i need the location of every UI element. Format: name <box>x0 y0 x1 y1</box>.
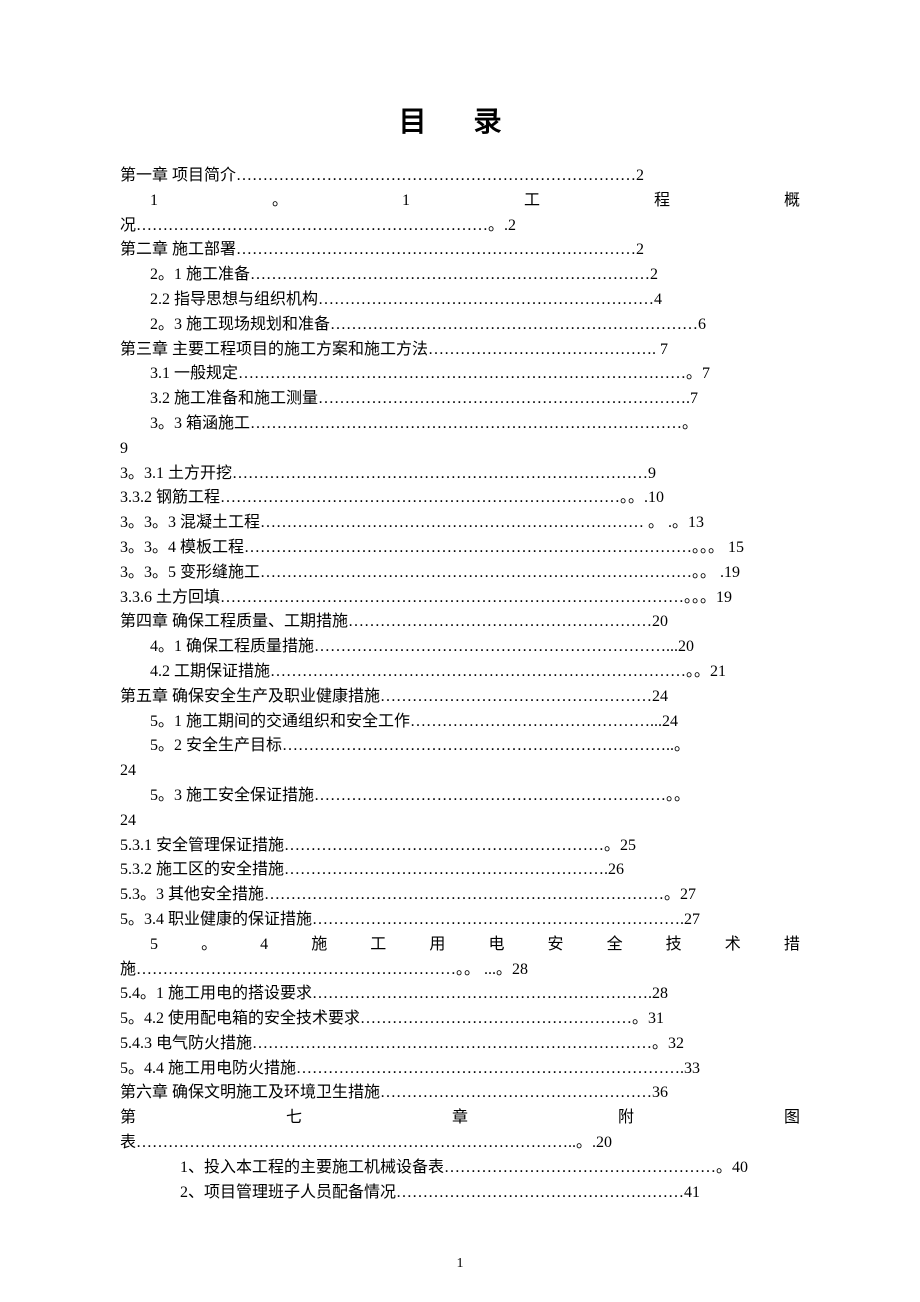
toc-entry: 第三章 主要工程项目的施工方案和施工方法……………………………………. 7 <box>120 338 800 363</box>
toc-entry: 4。1 确保工程质量措施…………………………………………………………...20 <box>120 635 800 660</box>
toc-entry: 第四章 确保工程质量、工期措施…………………………………………………20 <box>120 610 800 635</box>
toc-entry: 5。3 施工安全保证措施…………………………………………………………。。 <box>120 784 800 809</box>
toc-entry: 5.3.1 安全管理保证措施……………………………………………………。25 <box>120 834 800 859</box>
toc-entry: 24 <box>120 809 800 834</box>
toc-entry: 5。1 施工期间的交通组织和安全工作………………………………………...24 <box>120 710 800 735</box>
toc-entry: 施……………………………………………………。。 ...。28 <box>120 958 800 983</box>
toc-entry: 5。4施工用电安全技术措 <box>120 933 800 958</box>
toc-entry: 5.4。1 施工用电的搭设要求……………………………………………………….28 <box>120 982 800 1007</box>
toc-entry: 3.3.6 土方回填……………………………………………………………………………。… <box>120 586 800 611</box>
toc-entry: 第一章 项目简介…………………………………………………………………2 <box>120 164 800 189</box>
toc-entry: 3。3 箱涵施工………………………………………………………………………。 <box>120 412 800 437</box>
toc-entry: 2.2 指导思想与组织机构………………………………………………………4 <box>120 288 800 313</box>
toc-entry: 第五章 确保安全生产及职业健康措施……………………………………………24 <box>120 685 800 710</box>
toc-entry: 5.3。3 其他安全措施…………………………………………………………………。27 <box>120 883 800 908</box>
toc-entry: 表………………………………………………………………………..。.20 <box>120 1131 800 1156</box>
toc-entry: 第六章 确保文明施工及环境卫生措施……………………………………………36 <box>120 1081 800 1106</box>
toc-entry: 第七章附图 <box>120 1106 800 1131</box>
toc-entry: 5。4.2 使用配电箱的安全技术要求……………………………………………。31 <box>120 1007 800 1032</box>
toc-body: 第一章 项目简介…………………………………………………………………21。1工程概… <box>120 164 800 1205</box>
toc-entry: 3。3。4 模板工程…………………………………………………………………………。。… <box>120 536 800 561</box>
toc-entry: 5。3.4 职业健康的保证措施…………………………………………………………….2… <box>120 908 800 933</box>
toc-entry: 3。3.1 土方开挖……………………………………………………………………9 <box>120 462 800 487</box>
toc-entry: 3。3。5 变形缝施工………………………………………………………………………。。… <box>120 561 800 586</box>
toc-entry: 况…………………………………………………………。.2 <box>120 214 800 239</box>
toc-entry: 9 <box>120 437 800 462</box>
toc-title: 目 录 <box>120 100 800 140</box>
toc-entry: 3.2 施工准备和施工测量…………………………………………………………….7 <box>120 387 800 412</box>
document-page: 目 录 第一章 项目简介…………………………………………………………………21。… <box>0 0 920 1302</box>
toc-entry: 2、项目管理班子人员配备情况………………………………………………41 <box>120 1181 800 1206</box>
toc-entry: 5。4.4 施工用电防火措施……………………………………………………………….3… <box>120 1057 800 1082</box>
toc-entry: 3。3。3 混凝土工程……………………………………………………………… 。 .。… <box>120 511 800 536</box>
toc-entry: 5.3.2 施工区的安全措施…………………………………………………….26 <box>120 858 800 883</box>
toc-entry: 2。3 施工现场规划和准备……………………………………………………………6 <box>120 313 800 338</box>
toc-entry: 24 <box>120 759 800 784</box>
toc-entry: 5。2 安全生产目标………………………………………………………………..。 <box>120 734 800 759</box>
toc-entry: 3.3.2 钢筋工程…………………………………………………………………。。.10 <box>120 486 800 511</box>
toc-entry: 1、投入本工程的主要施工机械设备表……………………………………………。40 <box>120 1156 800 1181</box>
page-number: 1 <box>0 1256 920 1272</box>
toc-entry: 1。1工程概 <box>120 189 800 214</box>
toc-entry: 第二章 施工部署…………………………………………………………………2 <box>120 238 800 263</box>
toc-entry: 3.1 一般规定…………………………………………………………………………。7 <box>120 362 800 387</box>
toc-entry: 2。1 施工准备…………………………………………………………………2 <box>120 263 800 288</box>
toc-entry: 4.2 工期保证措施……………………………………………………………………。。21 <box>120 660 800 685</box>
toc-entry: 5.4.3 电气防火措施…………………………………………………………………。32 <box>120 1032 800 1057</box>
